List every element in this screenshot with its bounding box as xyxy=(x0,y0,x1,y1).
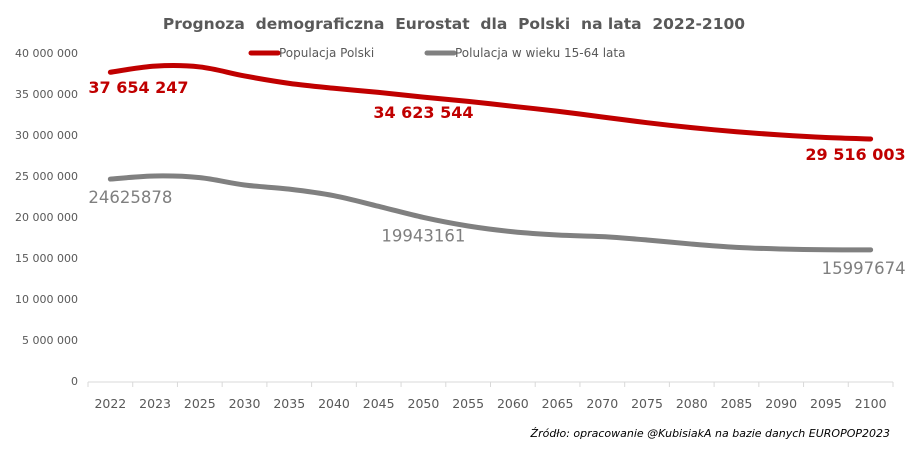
y-tick-label: 15 000 000 xyxy=(15,252,78,265)
x-tick-label: 2100 xyxy=(855,396,887,411)
x-tick-label: 2085 xyxy=(721,396,753,411)
y-tick-label: 25 000 000 xyxy=(15,170,78,183)
data-labels: 37 654 247 34 623 544 29 516 003 24625878 19… xyxy=(88,78,905,278)
data-label: 15997674 xyxy=(822,259,906,278)
data-label: 37 654 247 xyxy=(88,78,188,97)
y-tick-label: 20 000 000 xyxy=(15,211,78,224)
x-tick-label: 2065 xyxy=(542,396,574,411)
y-tick-label: 40 000 000 xyxy=(15,47,78,60)
legend-item-populacja-polski[interactable]: Populacja Polski xyxy=(248,46,374,60)
legend-label-populacja-15-64: Polulacja w wieku 15-64 lata xyxy=(455,46,625,60)
x-tick-label: 2055 xyxy=(452,396,484,411)
x-tick-label: 2095 xyxy=(810,396,842,411)
x-tick-label: 2023 xyxy=(139,396,171,411)
x-tick-label: 2030 xyxy=(229,396,261,411)
data-label: 24625878 xyxy=(88,188,172,207)
series-lines xyxy=(107,63,874,253)
x-tick-label: 2022 xyxy=(94,396,126,411)
series-line-populacja-15-64 xyxy=(107,173,874,253)
legend: Populacja Polski Polulacja w wieku 15-64… xyxy=(248,46,625,60)
data-label: 29 516 003 xyxy=(805,145,905,164)
chart-title: Prognoza demograficzna Eurostat dla Pols… xyxy=(163,15,745,33)
x-tick-label: 2050 xyxy=(408,396,440,411)
y-tick-label: 35 000 000 xyxy=(15,88,78,101)
x-tick-label: 2080 xyxy=(676,396,708,411)
legend-item-populacja-15-64[interactable]: Polulacja w wieku 15-64 lata xyxy=(424,46,625,60)
x-tick-label: 2040 xyxy=(318,396,350,411)
data-label: 19943161 xyxy=(381,226,465,245)
y-tick-label: 5 000 000 xyxy=(22,334,78,347)
series-line-populacja-polski xyxy=(107,63,874,142)
x-tick-label: 2070 xyxy=(586,396,618,411)
x-tick-label: 2090 xyxy=(765,396,797,411)
x-tick-label: 2060 xyxy=(497,396,529,411)
y-tick-label: 0 xyxy=(71,375,78,388)
x-tick-label: 2035 xyxy=(273,396,305,411)
x-tick-label: 2075 xyxy=(631,396,663,411)
data-label: 34 623 544 xyxy=(373,103,473,122)
y-tick-label: 30 000 000 xyxy=(15,129,78,142)
x-axis: 2022 2023 2025 2030 2035 2040 2045 2050 2055 2060… xyxy=(87,381,894,411)
y-tick-label: 10 000 000 xyxy=(15,293,78,306)
y-axis: 0 5 000 000 10 000 000 15 000 000 20 000 000… xyxy=(15,47,78,388)
x-tick-label: 2045 xyxy=(363,396,395,411)
x-tick-label: 2025 xyxy=(184,396,216,411)
legend-label-populacja-polski: Populacja Polski xyxy=(279,46,374,60)
source-note: Źródło: opracowanie @KubisiakA na bazie … xyxy=(530,427,890,440)
